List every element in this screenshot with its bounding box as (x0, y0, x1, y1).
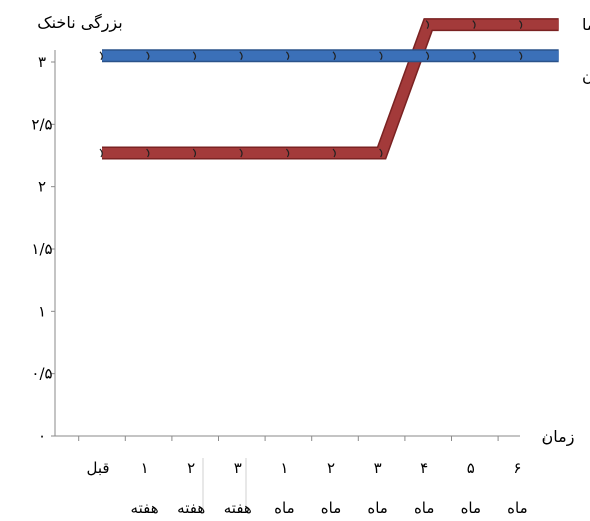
data-point (146, 51, 150, 61)
x-tick-label: قبل (86, 459, 109, 477)
x-tick-label: ماه (507, 499, 527, 517)
data-point (239, 51, 243, 61)
x-tick-label: هفته (177, 499, 205, 517)
y-axis-title: بزرگی ناخنک (37, 13, 122, 33)
x-tick-label: ۲ (187, 459, 195, 477)
labels: ۰ ۰/۵ ۱ ۱/۵ ۲ ۲/۵ ۳ قبل ۱ هفته ۲ هفته ۳ هفته ۱ ماه ۲ ماه ۳… (31, 15, 590, 517)
data-point (99, 51, 103, 61)
data-point (192, 51, 197, 61)
series-line-shadow (102, 18, 559, 160)
data-point (285, 148, 290, 158)
legend-label: دارونما (582, 15, 590, 35)
y-tick-label: ۲ (38, 178, 46, 196)
data-point (146, 148, 150, 158)
x-tick-label: ماه (414, 499, 434, 517)
legend-label: اواستین (582, 65, 590, 85)
y-tick-label: ۰/۵ (31, 365, 52, 383)
data-point (425, 51, 430, 61)
series-layer (99, 18, 559, 160)
x-tick-label: ۱ (280, 459, 288, 477)
axes (51, 50, 546, 512)
y-tick-label: ۱/۵ (31, 240, 52, 258)
y-tick-label: ۱ (38, 302, 46, 320)
data-point (518, 51, 523, 61)
data-point (332, 51, 336, 61)
data-point (472, 20, 476, 29)
data-point (425, 20, 430, 29)
data-point (518, 20, 523, 29)
x-tick-label: ۴ (420, 459, 428, 477)
y-tick-label: ۲/۵ (31, 115, 52, 133)
x-tick-label: ماه (367, 499, 387, 517)
y-tick-label: ۳ (38, 53, 46, 71)
data-point (239, 148, 243, 158)
data-point (285, 51, 290, 61)
x-tick-label: ماه (274, 499, 294, 517)
x-axis-title: زمان (542, 427, 575, 447)
x-tick-label: ۱ (141, 459, 149, 477)
y-tick-label: ۰ (38, 427, 46, 445)
series-line (102, 19, 559, 158)
data-point (379, 51, 383, 61)
data-point (192, 148, 197, 158)
x-tick-label: ۵ (467, 459, 475, 477)
x-tick-label: ماه (461, 499, 481, 517)
x-tick-label: ۳ (234, 459, 242, 477)
x-tick-label: ۲ (327, 459, 335, 477)
data-point (99, 148, 103, 158)
x-tick-label: هفته (224, 499, 252, 517)
x-tick-label: ۶ (513, 459, 521, 477)
data-point (472, 51, 476, 61)
x-tick-label: ماه (321, 499, 341, 517)
data-point (379, 148, 383, 158)
x-tick-label: ۳ (374, 459, 382, 477)
data-point (332, 148, 336, 158)
x-tick-label: هفته (131, 499, 159, 517)
